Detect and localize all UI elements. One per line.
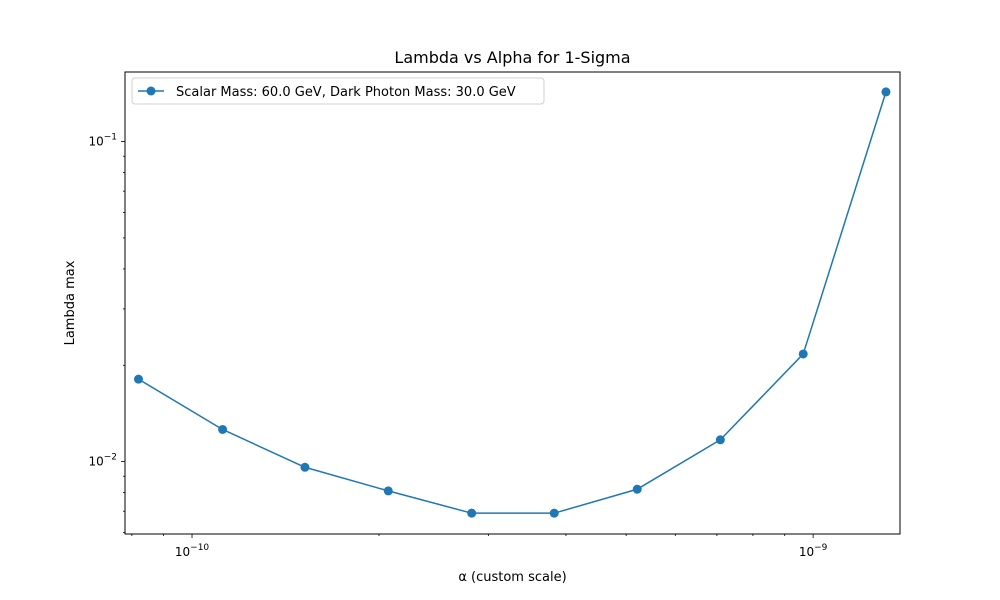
- legend: Scalar Mass: 60.0 GeV, Dark Photon Mass:…: [131, 77, 545, 105]
- data-point: [218, 424, 228, 434]
- chart-title: Lambda vs Alpha for 1-Sigma: [394, 48, 630, 67]
- data-point: [467, 508, 477, 518]
- plot-background: [125, 72, 900, 534]
- x-tick-label: 10−10: [175, 543, 210, 559]
- data-point: [715, 435, 725, 445]
- data-point: [383, 486, 393, 496]
- y-tick-label: 10−2: [88, 453, 117, 469]
- data-point: [133, 374, 143, 384]
- legend-box: [131, 77, 545, 105]
- legend-series-marker: [146, 86, 156, 96]
- data-point: [549, 508, 559, 518]
- data-point: [300, 462, 310, 472]
- legend-series-label: Scalar Mass: 60.0 GeV, Dark Photon Mass:…: [176, 85, 516, 100]
- x-tick-label: 10−9: [799, 543, 828, 559]
- series-line: [138, 91, 887, 514]
- y-tick-label: 10−1: [88, 133, 117, 149]
- y-axis-label: Lambda max: [63, 260, 78, 345]
- series-layer: [133, 87, 891, 518]
- plot-frame: [124, 71, 901, 535]
- data-point: [798, 349, 808, 359]
- x-axis-label: α (custom scale): [458, 570, 566, 585]
- plot-area: [125, 72, 900, 534]
- data-point: [632, 484, 642, 494]
- data-point: [881, 87, 891, 97]
